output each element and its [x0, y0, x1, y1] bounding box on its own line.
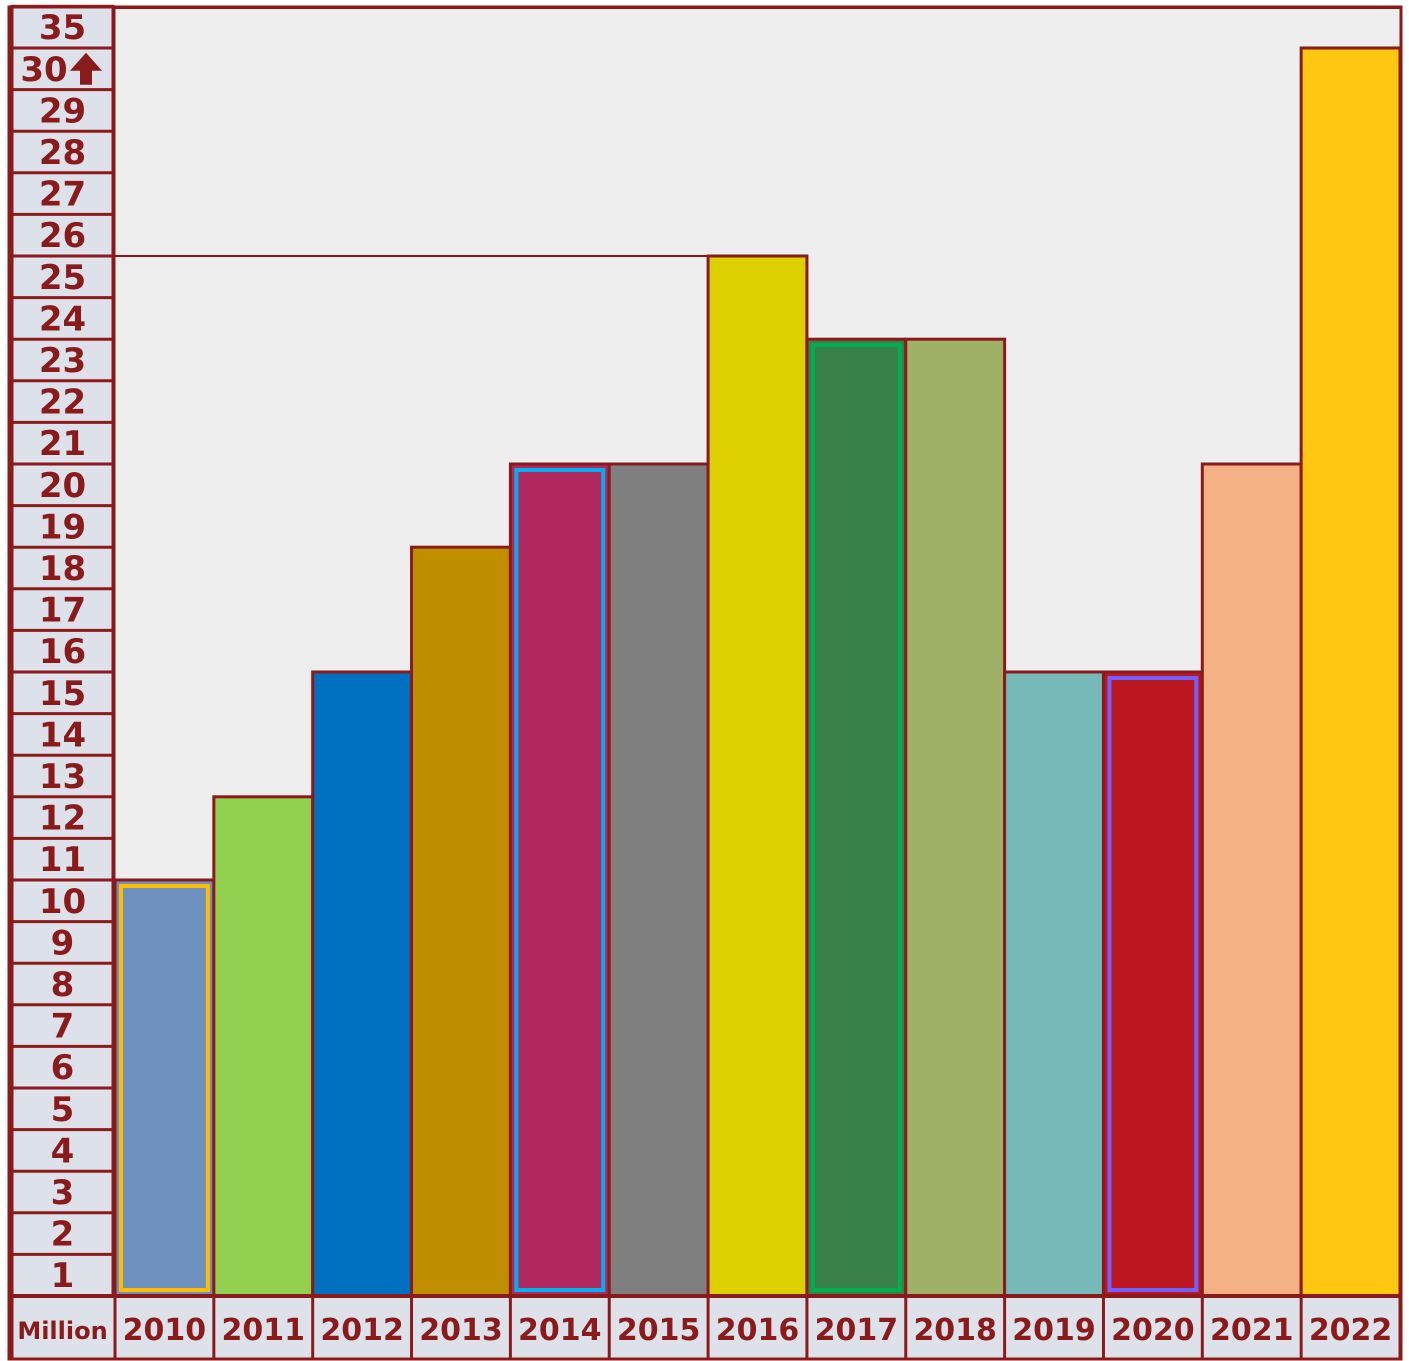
chart-frame: [7, 5, 1403, 1361]
y-tick-label: 17: [39, 591, 86, 631]
x-tick-label: 2018: [913, 1313, 997, 1348]
x-tick-label: 2017: [815, 1313, 899, 1348]
bar-2022: [1299, 46, 1402, 1298]
bar-highlight-2020: [1107, 676, 1199, 1292]
x-tick-label: 2014: [518, 1313, 602, 1348]
bar-2010: [113, 878, 216, 1298]
bar-2019: [1003, 670, 1105, 1298]
y-tick-label: 22: [39, 383, 86, 423]
y-tick-label: 8: [51, 965, 75, 1005]
bars: [113, 46, 1402, 1298]
y-tick-label: 1: [51, 1256, 75, 1296]
x-tick-label: 2021: [1210, 1313, 1294, 1348]
y-tick-label: 23: [39, 341, 86, 381]
y-tick-label: 14: [39, 715, 86, 755]
bar-2017: [805, 337, 908, 1298]
y-tick-label: 19: [39, 507, 86, 547]
x-tick-label: 2012: [320, 1313, 404, 1348]
y-tick-label: 9: [51, 923, 75, 963]
x-tick-label: 2011: [222, 1313, 306, 1348]
y-tick-label: 16: [39, 632, 86, 672]
y-tick-label: 15: [39, 674, 86, 714]
y-tick-label: 27: [39, 175, 86, 215]
y-tick-label: 13: [39, 757, 86, 797]
y-tick-label: 18: [39, 549, 86, 589]
bar-2021: [1200, 462, 1303, 1298]
x-tick-label: 2019: [1012, 1313, 1096, 1348]
bar-2011: [212, 795, 315, 1298]
y-tick-label: 3: [51, 1173, 75, 1213]
y-tick-label: 25: [39, 258, 86, 298]
bar-2012: [311, 670, 414, 1298]
x-tick-label: 2016: [716, 1313, 800, 1348]
y-tick-label: 4: [51, 1131, 75, 1171]
bar-2014: [508, 462, 611, 1298]
y-tick-label: 24: [39, 299, 86, 339]
y-axis: 1234567891011121314151617181920212223242…: [10, 4, 116, 1359]
bar-highlight-2017: [810, 343, 902, 1292]
y-tick-label: 20: [39, 466, 86, 506]
unit-label: Million: [17, 1317, 107, 1345]
y-tick-label: 10: [39, 882, 86, 922]
y-tick-label: 35: [39, 8, 86, 48]
bar-highlight-2014: [514, 468, 606, 1292]
bar-2018: [904, 337, 1007, 1298]
y-tick-label: 29: [39, 91, 86, 131]
x-tick-label: 2015: [617, 1313, 701, 1348]
x-axis: Million 2010 2011 2012 2013 2014 2015 2016 2017 2…: [10, 1294, 1402, 1361]
x-axis-row: [10, 1294, 1402, 1361]
y-tick-label: 2: [51, 1215, 75, 1255]
y-tick-label: 5: [51, 1090, 75, 1130]
y-tick-label: 6: [51, 1048, 75, 1088]
bar-highlight-2010: [119, 884, 210, 1292]
y-tick-label: 12: [39, 799, 86, 839]
x-tick-label: 2010: [123, 1313, 207, 1348]
y-tick-label: 11: [39, 840, 86, 880]
y-tick-label: 28: [39, 133, 86, 173]
bar-2015: [607, 462, 710, 1298]
bar-2016: [706, 254, 809, 1298]
y-tick-label: 7: [51, 1007, 75, 1047]
bar-2013: [410, 545, 512, 1298]
up-arrow-icon: [70, 52, 102, 85]
x-tick-label: 2020: [1111, 1313, 1195, 1348]
bar-2020: [1101, 670, 1204, 1298]
x-tick-label: 2022: [1309, 1313, 1393, 1348]
y-tick-label: 26: [39, 216, 86, 256]
x-tick-label: 2013: [419, 1313, 503, 1348]
y-tick-label: 30: [20, 50, 67, 90]
y-tick-label: 21: [39, 424, 86, 464]
